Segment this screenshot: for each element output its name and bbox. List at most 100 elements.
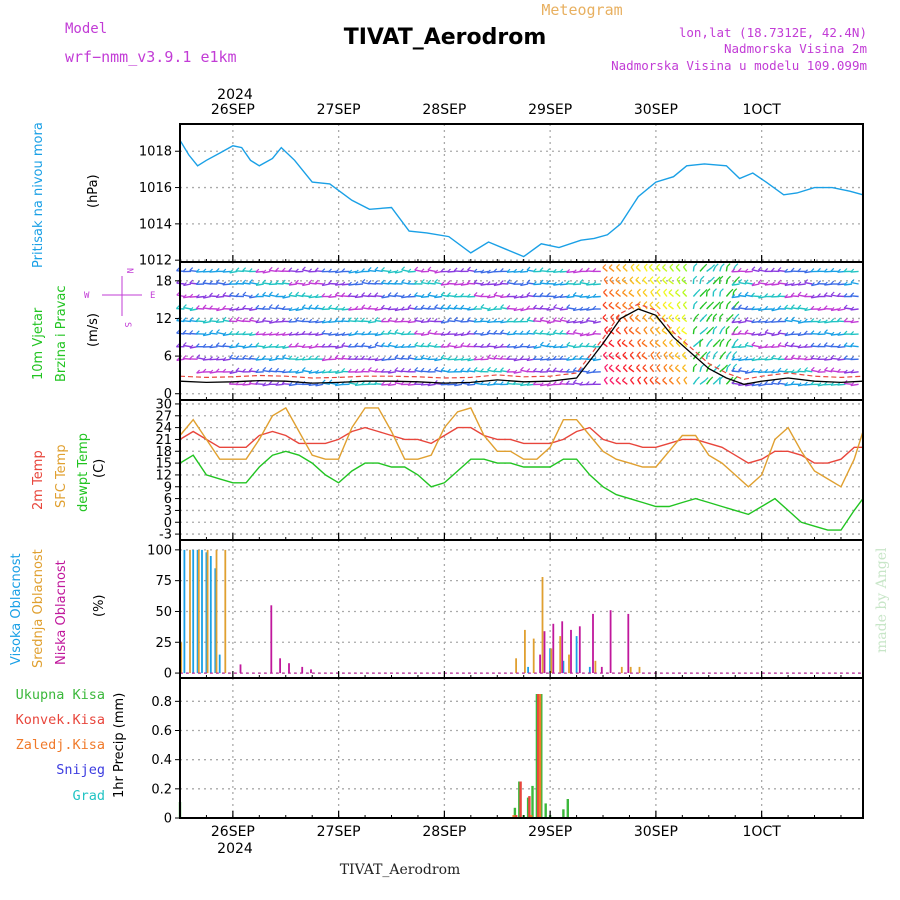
wind-barb-flag bbox=[643, 301, 648, 306]
precip-bar bbox=[540, 694, 543, 818]
wind-barb-flag bbox=[195, 305, 200, 310]
wind-barb-flag bbox=[662, 376, 667, 381]
wind-barb-flag bbox=[797, 281, 802, 286]
wind-barb-flag bbox=[513, 280, 517, 285]
wind-barb bbox=[520, 270, 529, 273]
wind-barb-flag bbox=[803, 330, 808, 335]
wind-barb-flag bbox=[235, 355, 240, 360]
wind-barb bbox=[615, 354, 622, 360]
wind-barb-flag bbox=[681, 276, 686, 281]
wind-barb-flag bbox=[427, 279, 432, 284]
precip-bar bbox=[566, 799, 569, 818]
wind-barb bbox=[641, 354, 648, 360]
wind-barb-flag bbox=[361, 292, 366, 297]
wind-barb-flag bbox=[380, 368, 385, 373]
wind-barb-flag bbox=[407, 330, 412, 335]
wind-barb bbox=[282, 333, 291, 336]
wind-barb bbox=[810, 345, 819, 348]
wind-barb-flag bbox=[202, 368, 207, 373]
cloud-bar bbox=[627, 613, 630, 673]
wind-barb bbox=[579, 281, 588, 285]
station-title: TIVAT_Aerodrom bbox=[344, 25, 547, 50]
wind-barb bbox=[744, 332, 753, 335]
wind-barb-flag bbox=[843, 318, 848, 322]
wind-barb-flag bbox=[790, 330, 795, 335]
wind-barb-flag bbox=[585, 281, 590, 286]
wind-barb bbox=[407, 270, 416, 273]
wind-barb bbox=[850, 371, 859, 374]
wind-barb bbox=[421, 333, 430, 336]
wind-barb bbox=[692, 342, 699, 348]
wind-barb bbox=[401, 357, 410, 360]
wind-barb bbox=[649, 279, 655, 285]
wind-barb-flag bbox=[268, 291, 273, 296]
wind-barb-flag bbox=[656, 288, 661, 293]
wind-barb bbox=[771, 283, 780, 286]
wind-barb-flag bbox=[216, 383, 219, 386]
wind-barb bbox=[705, 341, 710, 348]
wind-barb-flag bbox=[202, 343, 207, 348]
wind-barb bbox=[649, 316, 655, 323]
wind-barb bbox=[844, 382, 853, 385]
wind-barb bbox=[190, 384, 198, 385]
day-label-bottom: 28SEP bbox=[422, 824, 466, 840]
wind-barb-flag bbox=[676, 376, 681, 381]
wind-barb-flag bbox=[413, 330, 418, 335]
wind-barb-flag bbox=[650, 288, 655, 293]
wind-barb-flag bbox=[546, 342, 551, 347]
wind-barb-flag bbox=[367, 305, 372, 310]
wind-barb bbox=[648, 266, 655, 272]
wind-barb-flag bbox=[716, 376, 721, 381]
wind-barb-flag bbox=[804, 279, 809, 284]
wind-barb-flag bbox=[843, 281, 848, 286]
wind-barb-flag bbox=[553, 294, 557, 299]
wind-barb-flag bbox=[823, 292, 828, 297]
wind-barb bbox=[778, 332, 786, 335]
wind-barb-flag bbox=[676, 301, 681, 306]
wind-barb-flag bbox=[367, 344, 372, 349]
wind-barb-flag bbox=[559, 368, 564, 373]
wind-barb-flag bbox=[314, 319, 319, 324]
wind-barb bbox=[725, 354, 729, 360]
wind-barb-flag bbox=[722, 351, 727, 356]
wind-barb bbox=[751, 269, 760, 273]
wind-barb-flag bbox=[539, 267, 544, 272]
wind-barb-flag bbox=[546, 331, 551, 335]
wind-barb-flag bbox=[519, 343, 524, 348]
y-tick-label: 9 bbox=[164, 480, 172, 495]
wind-barb-flag bbox=[275, 318, 280, 323]
wind-barb-flag bbox=[552, 329, 557, 334]
wind-barb bbox=[615, 367, 622, 373]
wind-barb-flag bbox=[367, 266, 372, 271]
wind-barb-flag bbox=[341, 331, 346, 336]
wind-barb bbox=[712, 329, 715, 335]
wind-barb-flag bbox=[682, 301, 687, 306]
y-tick-label: 0 bbox=[164, 667, 172, 682]
wind-barb-flag bbox=[615, 301, 620, 306]
wind-barb-flag bbox=[295, 331, 299, 336]
wind-barb-flag bbox=[513, 344, 518, 349]
wind-barb-flag bbox=[434, 357, 438, 362]
wind-gust-line bbox=[179, 303, 864, 380]
wind-barb-flag bbox=[288, 318, 293, 323]
wind-barb-flag bbox=[493, 281, 498, 286]
wind-barb-flag bbox=[447, 292, 451, 297]
wind-barb-flag bbox=[628, 326, 633, 331]
wind-barb-flag bbox=[784, 268, 789, 273]
wind-barb-flag bbox=[725, 325, 730, 330]
wind-barb bbox=[434, 281, 443, 285]
wind-barb bbox=[837, 346, 846, 349]
wind-barb-flag bbox=[295, 291, 300, 296]
wind-barb-flag bbox=[810, 330, 815, 335]
wind-barb-flag bbox=[248, 306, 253, 311]
y-tick-label: 1012 bbox=[139, 254, 172, 269]
wind-barb bbox=[622, 316, 628, 323]
wind-barb bbox=[209, 346, 218, 349]
wind-barb bbox=[387, 308, 396, 311]
wind-barb-flag bbox=[656, 276, 661, 281]
cloud-bar bbox=[310, 669, 312, 674]
wind-barb bbox=[764, 358, 773, 361]
wind-barb-flag bbox=[242, 354, 247, 359]
wind-barb bbox=[242, 294, 251, 298]
wind-barb-flag bbox=[572, 329, 577, 334]
